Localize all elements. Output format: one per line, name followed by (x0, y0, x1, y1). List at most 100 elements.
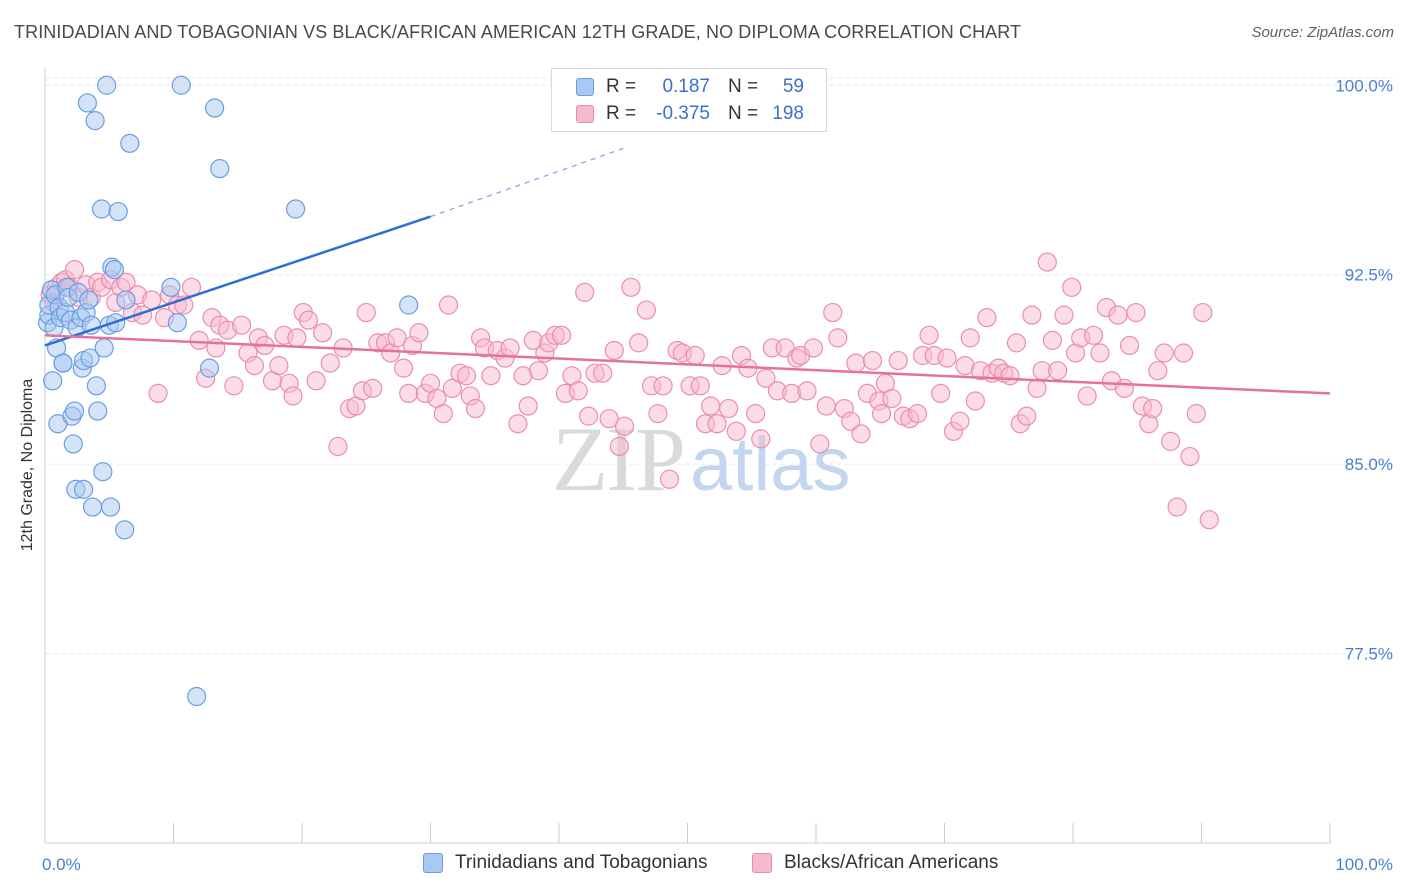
y-tick-label: 92.5% (1345, 266, 1393, 285)
data-point-blacks (1054, 305, 1074, 325)
data-point-blacks (568, 381, 588, 401)
data-point-trinidadian (64, 401, 85, 421)
trend-line-trinidadian (44, 215, 431, 347)
data-point-blacks (882, 388, 902, 409)
data-point-blacks (320, 353, 340, 373)
data-point-blacks (1083, 325, 1104, 345)
trend-lines (44, 147, 1331, 395)
data-point-blacks (1193, 302, 1213, 323)
data-point-trinidadian (187, 686, 207, 707)
data-point-blacks (751, 429, 771, 449)
data-point-blacks (828, 328, 848, 348)
data-point-trinidadian (80, 348, 100, 368)
data-point-blacks (1148, 361, 1168, 381)
legend-item-trinidadian[interactable]: Trinidadians and Tobagonians (423, 852, 707, 874)
legend-item-blacks[interactable]: Blacks/African Americans (752, 852, 998, 874)
x-tick-label: 100.0% (1335, 855, 1393, 874)
data-point-blacks (648, 404, 668, 424)
data-point-blacks (387, 328, 407, 348)
y-tick-label: 100.0% (1335, 76, 1393, 95)
data-point-trinidadian (86, 376, 107, 396)
data-point-trinidadian (97, 75, 117, 95)
data-point-blacks (1180, 446, 1200, 467)
data-point-blacks (1114, 378, 1135, 398)
data-point-blacks (907, 404, 928, 424)
legend-swatch-pink (576, 105, 594, 123)
data-point-blacks (960, 328, 980, 348)
data-point-blacks (189, 330, 209, 350)
data-point-blacks (604, 340, 624, 361)
legend-r-value: 0.187 (662, 76, 710, 97)
trend-line-blacks (44, 334, 1331, 395)
data-point-trinidadian (94, 338, 114, 358)
data-point-blacks (1154, 343, 1174, 363)
data-point-blacks (593, 363, 613, 383)
data-point-trinidadian (120, 133, 140, 153)
data-point-blacks (685, 345, 705, 366)
data-point-trinidadian (199, 358, 220, 378)
data-point-trinidadian (88, 401, 108, 421)
data-point-blacks (393, 358, 414, 378)
data-point-blacks (438, 295, 459, 315)
data-point-blacks (224, 376, 244, 396)
data-point-blacks (312, 323, 333, 343)
data-point-blacks (1042, 330, 1063, 350)
data-point-blacks (841, 411, 861, 431)
y-tick-labels: 100.0% 92.5% 85.0% 77.5% (1335, 76, 1393, 663)
data-point-blacks (846, 353, 866, 373)
data-point-blacks (599, 409, 619, 429)
data-point-blacks (629, 333, 649, 353)
data-point-blacks (851, 424, 871, 444)
data-point-blacks (653, 376, 673, 396)
data-point-blacks (1119, 335, 1140, 356)
data-point-blacks (1000, 366, 1020, 386)
data-point-blacks (937, 348, 957, 368)
data-point-blacks (823, 302, 843, 323)
data-point-blacks (871, 404, 892, 424)
data-point-blacks (1186, 404, 1206, 424)
data-point-blacks (803, 338, 824, 358)
data-point-trinidadian (73, 479, 94, 499)
data-point-blacks (244, 356, 265, 376)
data-point-blacks (888, 350, 908, 371)
data-point-blacks (500, 338, 520, 358)
data-point-trinidadian (91, 199, 112, 219)
data-point-blacks (1143, 398, 1163, 419)
data-point-blacks (1047, 361, 1068, 381)
data-point-trinidadian (210, 159, 230, 179)
data-point-blacks (609, 436, 629, 457)
data-point-blacks (1161, 431, 1181, 451)
data-point-blacks (306, 371, 326, 391)
data-point-blacks (287, 328, 307, 348)
data-point-blacks (726, 421, 746, 441)
data-point-blacks (919, 325, 939, 345)
data-point-trinidadian (63, 434, 83, 454)
legend-n-label: N = (728, 76, 759, 97)
data-point-blacks (298, 310, 319, 330)
data-point-blacks (1017, 406, 1037, 426)
data-point-blacks (465, 398, 486, 419)
legend-swatch-blue (423, 853, 443, 873)
data-point-blacks (746, 404, 766, 424)
data-point-trinidadian (285, 199, 306, 219)
legend-label: Trinidadians and Tobagonians (455, 852, 708, 873)
data-point-blacks (797, 381, 817, 401)
data-point-blacks (1062, 277, 1082, 297)
data-point-blacks (965, 391, 985, 411)
data-point-blacks (707, 414, 727, 434)
data-point-trinidadian (171, 75, 191, 95)
legend-r-label: R = (606, 103, 637, 124)
data-point-blacks (481, 366, 501, 386)
data-point-trinidadian (85, 111, 105, 131)
data-point-blacks (64, 260, 85, 280)
legend-row-blacks: R = -0.375 N = 198 (552, 101, 804, 127)
data-point-blacks (363, 378, 383, 398)
data-point-trinidadian (115, 520, 135, 540)
data-point-blacks (816, 396, 836, 416)
data-point-trinidadian (53, 353, 73, 373)
data-point-blacks (575, 282, 595, 302)
data-point-blacks (508, 414, 528, 434)
legend-r-value: -0.375 (656, 103, 710, 124)
data-point-blacks (456, 366, 477, 386)
